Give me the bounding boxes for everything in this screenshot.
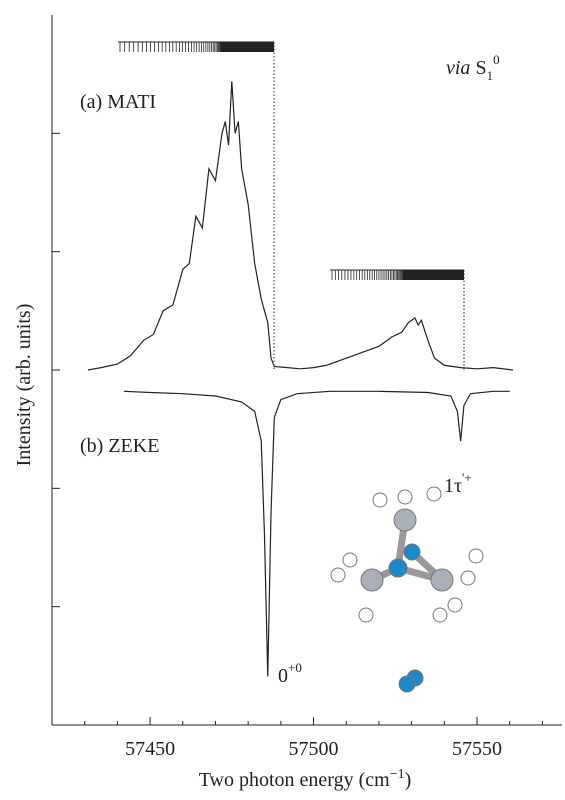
annotation: 1τ'+ (444, 470, 472, 497)
annotation-italic: via (446, 57, 470, 79)
chart: Intensity (arb. units) Two photon energy… (0, 0, 565, 800)
annotation-text: S (470, 57, 486, 79)
annotation: 0+0 (278, 660, 302, 687)
annotation-sup: '+ (462, 470, 472, 485)
annotation-text: 1τ (444, 475, 462, 497)
annotation: (b) ZEKE (80, 435, 159, 457)
y-axis-label: Intensity (arb. units) (13, 304, 35, 467)
x-label-text: Two photon energy (cm (199, 769, 390, 791)
annotation: via S10 (446, 52, 500, 83)
annotation-sup: +0 (288, 660, 302, 675)
annotation-text: 0 (278, 665, 288, 687)
molecule (331, 487, 483, 692)
x-tick-label: 57500 (289, 738, 339, 760)
annotation: (a) MATI (80, 91, 156, 113)
x-tick-label: 57450 (125, 738, 175, 760)
x-axis-label: Two photon energy (cm−1) (199, 767, 412, 791)
spectrum-line (124, 391, 510, 676)
annotation-sup: 0 (493, 52, 500, 67)
spectrum-line (88, 81, 513, 370)
x-label-end: ) (405, 769, 412, 791)
x-label-sup: −1 (390, 767, 405, 782)
decoration (118, 42, 464, 370)
annotation-sub: 1 (487, 68, 494, 83)
x-tick-label: 57550 (452, 738, 502, 760)
